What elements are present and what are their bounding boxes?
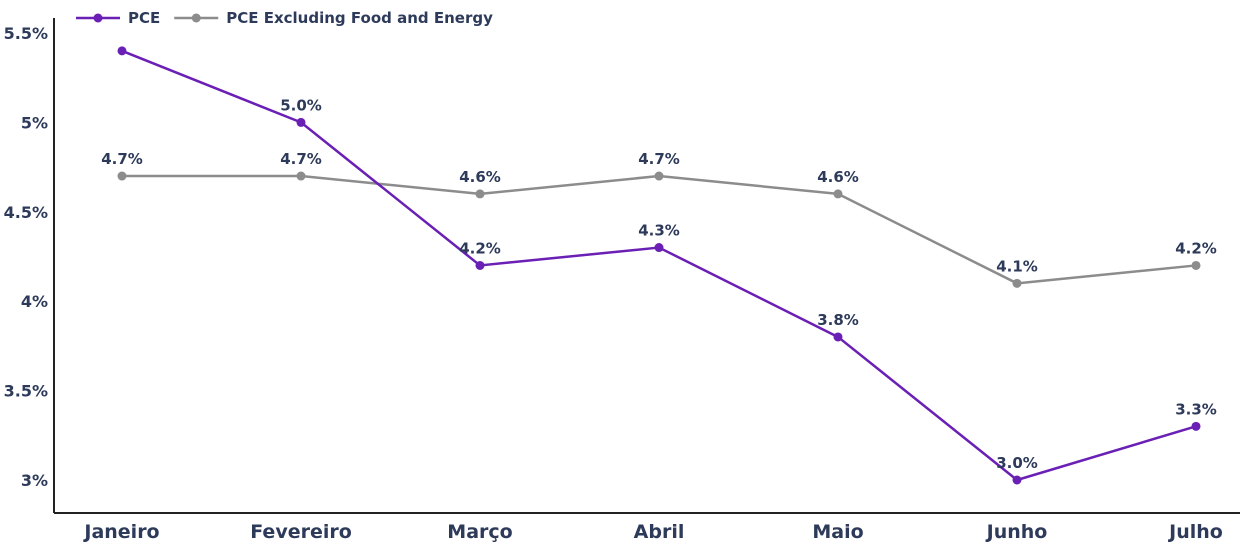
data-label: 4.7%	[101, 150, 143, 168]
x-tick-label: Abril	[634, 521, 685, 543]
data-label: 4.7%	[638, 150, 680, 168]
data-label: 3.0%	[996, 454, 1038, 472]
y-tick-label: 3%	[21, 471, 48, 490]
data-label: 5.0%	[280, 96, 322, 114]
y-tick-label: 4.5%	[4, 203, 48, 222]
y-tick-label: 5.5%	[4, 24, 48, 43]
data-point	[296, 171, 306, 181]
data-label: 4.2%	[459, 239, 501, 257]
x-tick-label: Janeiro	[82, 521, 159, 543]
legend-label: PCE	[128, 9, 160, 27]
data-label: 4.1%	[996, 257, 1038, 275]
data-label: 4.2%	[1175, 239, 1217, 257]
data-point	[117, 46, 127, 56]
y-tick-label: 4%	[21, 292, 48, 311]
data-point	[1012, 475, 1022, 485]
y-tick-label: 5%	[21, 113, 48, 132]
data-point	[475, 189, 485, 199]
y-axis-ticks: 3% 3.5% 4% 4.5% 5% 5.5%	[4, 24, 48, 490]
data-label: 4.7%	[280, 150, 322, 168]
x-tick-label: Fevereiro	[250, 521, 352, 543]
y-tick-label: 3.5%	[4, 382, 48, 401]
data-point	[1191, 421, 1201, 431]
data-point	[475, 260, 485, 270]
data-point	[117, 171, 127, 181]
legend-item: PCE Excluding Food and Energy	[174, 9, 493, 27]
x-tick-label: Julho	[1167, 521, 1223, 543]
data-label: 3.8%	[817, 311, 859, 329]
series-0: 5.0% 4.2% 4.3% 3.8% 3.0% 3.3%	[117, 46, 1217, 485]
legend-swatch-marker	[93, 13, 103, 23]
legend-swatch-marker	[191, 13, 201, 23]
series-1: 4.7% 4.7% 4.6% 4.7% 4.6% 4.1% 4.2%	[101, 150, 1217, 288]
x-axis-ticks: Janeiro Fevereiro Março Abril Maio Junho Julho	[82, 521, 1222, 543]
data-label: 4.6%	[817, 168, 859, 186]
axes	[53, 18, 1240, 514]
legend-label: PCE Excluding Food and Energy	[226, 9, 493, 27]
x-tick-label: Junho	[985, 521, 1048, 543]
data-point	[654, 171, 664, 181]
x-tick-label: Março	[447, 521, 512, 543]
data-point	[1191, 260, 1201, 270]
data-point	[1012, 278, 1022, 288]
series-layer: 4.7% 4.7% 4.6% 4.7% 4.6% 4.1% 4.2% 5.0% 4.2% 4.3%…	[101, 46, 1217, 485]
data-label: 3.3%	[1175, 400, 1217, 418]
data-point	[654, 243, 664, 253]
legend-item: PCE	[76, 9, 160, 27]
data-point	[296, 117, 306, 127]
data-label: 4.6%	[459, 168, 501, 186]
x-tick-label: Maio	[812, 521, 863, 543]
data-point	[833, 332, 843, 342]
data-label: 4.3%	[638, 222, 680, 240]
legend: PCE PCE Excluding Food and Energy	[76, 9, 493, 27]
data-point	[833, 189, 843, 199]
